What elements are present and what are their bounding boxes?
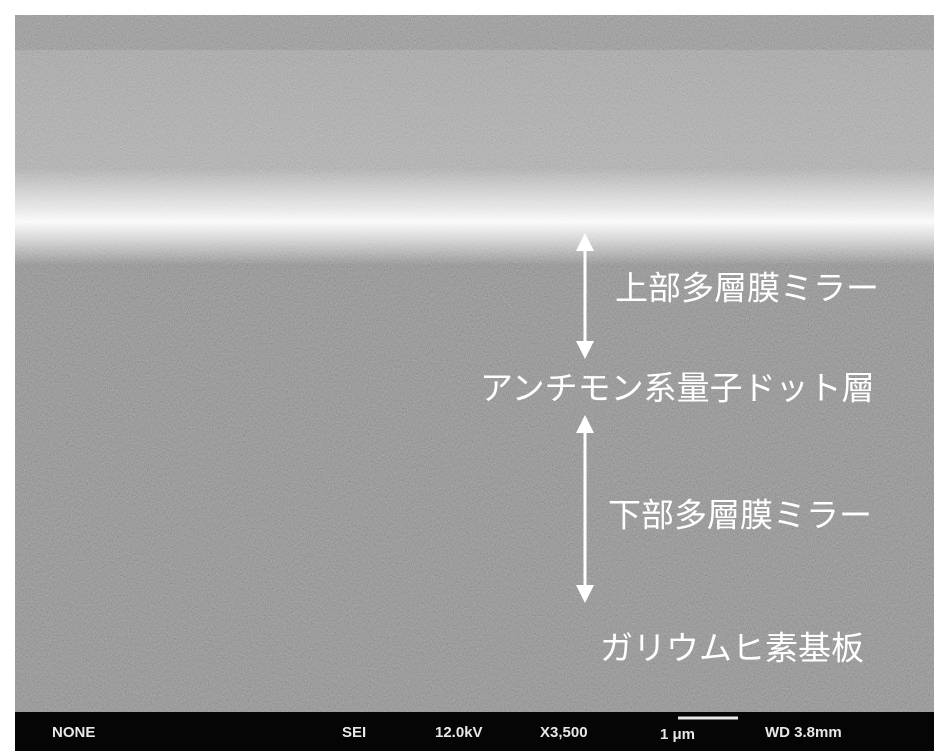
info-text: SEI [342,724,366,741]
info-text: WD 3.8mm [765,724,842,741]
layer-label: アンチモン系量子ドット層 [480,369,875,408]
info-text: 1 μm [660,726,695,743]
info-text: X3,500 [540,724,588,741]
layer-label: 上部多層膜ミラー [615,269,879,308]
surface-band [15,50,934,265]
info-text: NONE [52,724,95,741]
layer-label: 下部多層膜ミラー [608,496,872,535]
layer-label: ガリウムヒ素基板 [600,629,864,668]
sem-figure: 上部多層膜ミラー アンチモン系量子ドット層 下部多層膜ミラー ガリウムヒ素基板 … [0,0,934,751]
info-text: 12.0kV [435,724,483,741]
